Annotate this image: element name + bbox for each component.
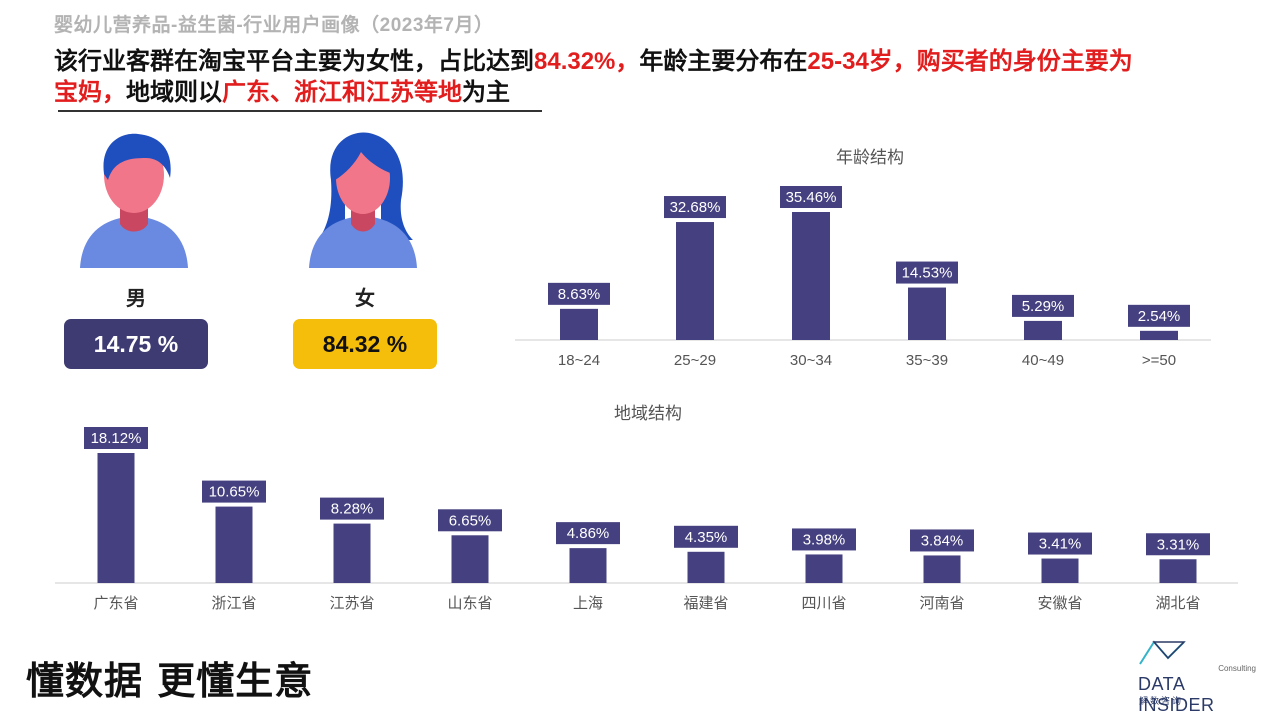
bar bbox=[1140, 330, 1178, 340]
bar bbox=[1041, 558, 1079, 583]
bar bbox=[792, 212, 830, 340]
age-bar-chart: 8.63% 18~24 32.68% 25~29 35.46% 30~34 14.53% 35… bbox=[515, 186, 1211, 369]
logo-subtitle: 解数咨询 bbox=[1139, 696, 1184, 706]
bar bbox=[805, 554, 843, 583]
bar bbox=[676, 222, 714, 340]
data-label-box bbox=[1146, 533, 1210, 556]
category-label: 浙江省 bbox=[211, 595, 256, 612]
female-percent-badge: 84.32 % bbox=[293, 319, 437, 369]
data-label-box bbox=[84, 427, 148, 449]
category-label: 福建省 bbox=[683, 595, 728, 612]
data-label-box bbox=[1028, 532, 1092, 555]
bar bbox=[215, 506, 253, 583]
data-label-box bbox=[896, 261, 958, 284]
bar bbox=[333, 523, 371, 583]
data-label: 3.84% bbox=[921, 532, 964, 549]
data-label: 3.41% bbox=[1039, 536, 1082, 553]
data-label: 5.29% bbox=[1022, 298, 1065, 315]
logo-mark-icon bbox=[1139, 640, 1186, 665]
category-label: 18~24 bbox=[558, 352, 600, 369]
data-label-box bbox=[910, 529, 974, 552]
headline-segment: 广东、浙江和江苏等地 bbox=[222, 79, 462, 106]
logo-consulting: Consulting bbox=[1218, 664, 1256, 673]
data-label: 18.12% bbox=[91, 430, 142, 447]
data-label: 35.46% bbox=[786, 189, 837, 206]
male-label: 男 bbox=[126, 288, 146, 310]
bar bbox=[687, 551, 725, 583]
data-label-box bbox=[664, 196, 726, 219]
female-label: 女 bbox=[355, 288, 375, 310]
bar bbox=[1024, 320, 1062, 340]
category-label: 35~39 bbox=[906, 352, 948, 369]
category-label: 30~34 bbox=[790, 352, 832, 369]
data-label-box bbox=[780, 186, 842, 208]
region-bar-chart: 18.12% 广东省 10.65% 浙江省 8.28% 江苏省 6.65% 山东省 4.86% 上… bbox=[55, 427, 1238, 612]
page-title: 婴幼儿营养品-益生菌-行业用户画像（2023年7月） bbox=[54, 15, 494, 36]
data-label-box bbox=[548, 282, 610, 305]
data-label: 2.54% bbox=[1138, 308, 1181, 325]
headline-segment: 84.32%， bbox=[534, 48, 640, 75]
data-label-box bbox=[792, 528, 856, 551]
data-label-box bbox=[556, 522, 620, 545]
headline-segment: 地域则以 bbox=[126, 79, 222, 106]
data-label: 8.63% bbox=[558, 286, 601, 303]
age-chart-title: 年龄结构 bbox=[836, 148, 904, 167]
category-label: 40~49 bbox=[1022, 352, 1064, 369]
female-avatar-icon bbox=[309, 132, 417, 268]
headline-segment: 该行业客群在淘宝平台主要为女性，占比达到 bbox=[54, 48, 534, 75]
bar bbox=[908, 287, 946, 340]
headline-segment: 为主 bbox=[462, 79, 510, 106]
headline: 该行业客群在淘宝平台主要为女性，占比达到84.32%，年龄主要分布在25-34岁… bbox=[54, 46, 1154, 108]
data-label: 3.31% bbox=[1157, 536, 1200, 553]
bar bbox=[1159, 559, 1197, 583]
data-label-box bbox=[202, 480, 266, 503]
bar bbox=[97, 453, 135, 583]
category-label: 湖北省 bbox=[1155, 595, 1200, 612]
headline-underline bbox=[58, 110, 542, 112]
category-label: 山东省 bbox=[447, 595, 492, 612]
bar bbox=[923, 555, 961, 583]
logo: Consulting DATA INSIDER 解数咨询 bbox=[1136, 636, 1266, 715]
male-avatar-icon bbox=[80, 133, 188, 268]
category-label: 江苏省 bbox=[329, 595, 374, 612]
data-label: 32.68% bbox=[670, 199, 721, 216]
slogan: 懂数据 更懂生意 bbox=[26, 659, 314, 703]
bar bbox=[569, 548, 607, 583]
data-label: 3.98% bbox=[803, 531, 846, 548]
headline-segment: 年龄主要分布在 bbox=[639, 48, 808, 75]
data-label: 4.86% bbox=[567, 525, 610, 542]
data-label: 8.28% bbox=[331, 501, 374, 518]
category-label: 安徽省 bbox=[1037, 595, 1082, 612]
logo-brand: DATA INSIDER bbox=[1138, 674, 1215, 715]
category-label: 广东省 bbox=[93, 595, 138, 612]
bar bbox=[451, 535, 489, 583]
data-label: 10.65% bbox=[209, 484, 260, 501]
category-label: >=50 bbox=[1142, 352, 1176, 369]
data-label: 14.53% bbox=[902, 265, 953, 282]
data-label-box bbox=[674, 525, 738, 548]
data-label-box bbox=[438, 509, 502, 532]
male-percent-badge: 14.75 % bbox=[64, 319, 208, 369]
data-label-box bbox=[1012, 294, 1074, 317]
data-label: 6.65% bbox=[449, 512, 492, 529]
headline-segment: 25-34岁，购买者的身份主要为宝妈， bbox=[54, 48, 1133, 106]
category-label: 上海 bbox=[573, 595, 603, 612]
category-label: 25~29 bbox=[674, 352, 716, 369]
data-label-box bbox=[1128, 304, 1190, 327]
region-chart-title: 地域结构 bbox=[614, 404, 682, 423]
category-label: 河南省 bbox=[919, 595, 964, 612]
bar bbox=[560, 308, 598, 340]
data-label-box bbox=[320, 497, 384, 520]
category-label: 四川省 bbox=[801, 595, 846, 612]
data-label: 4.35% bbox=[685, 529, 728, 546]
